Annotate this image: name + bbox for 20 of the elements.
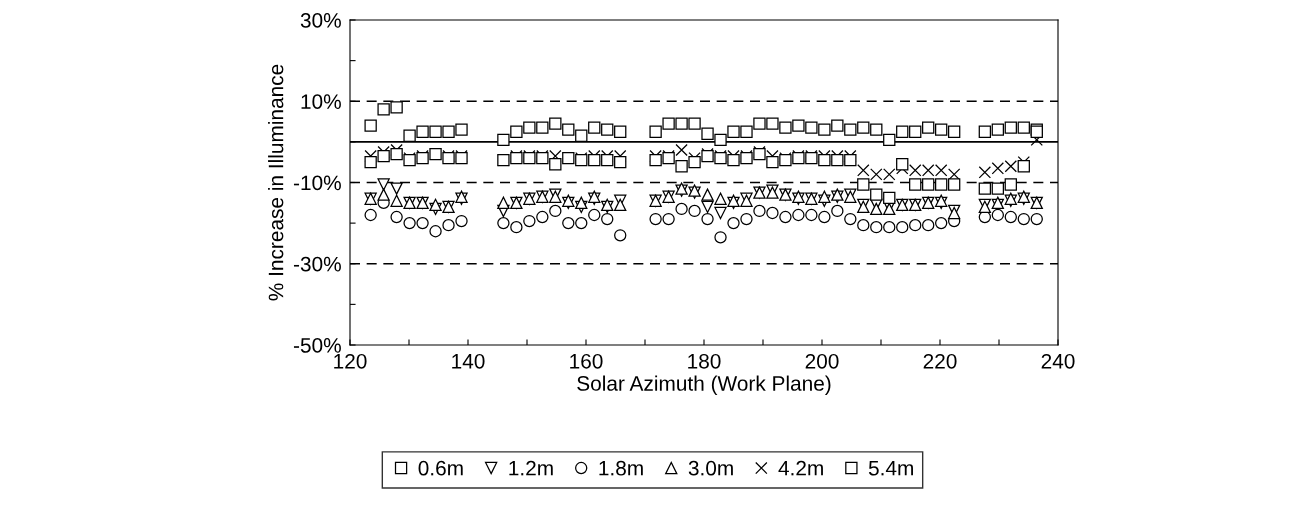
- y-tick-label: -30%: [293, 256, 341, 272]
- x-tick-label: 200: [805, 353, 839, 369]
- x-tick-label: 220: [923, 353, 957, 369]
- legend-label: 1.2m: [509, 460, 553, 476]
- y-axis-title: % Increase in Illuminance: [268, 64, 284, 301]
- legend-label: 0.6m: [418, 460, 463, 476]
- x-tick-label: 140: [452, 353, 485, 369]
- y-tick-label: -50%: [293, 338, 341, 353]
- x-tick-label: 180: [688, 353, 721, 369]
- legend-label: 4.2m: [778, 460, 823, 476]
- x-axis-title: Solar Azimuth (Work Plane): [577, 375, 831, 395]
- x-tick-label: 160: [570, 353, 603, 369]
- x-tick-label: 240: [1041, 353, 1075, 369]
- x-tick-label: 120: [334, 353, 367, 369]
- y-tick-label: 30%: [300, 13, 341, 28]
- legend-label: 3.0m: [688, 460, 733, 476]
- legend-label: 5.4m: [868, 461, 913, 476]
- y-tick-label: -10%: [293, 175, 341, 191]
- legend-label: 1.8m: [599, 460, 643, 476]
- y-tick-label: 10%: [301, 94, 341, 109]
